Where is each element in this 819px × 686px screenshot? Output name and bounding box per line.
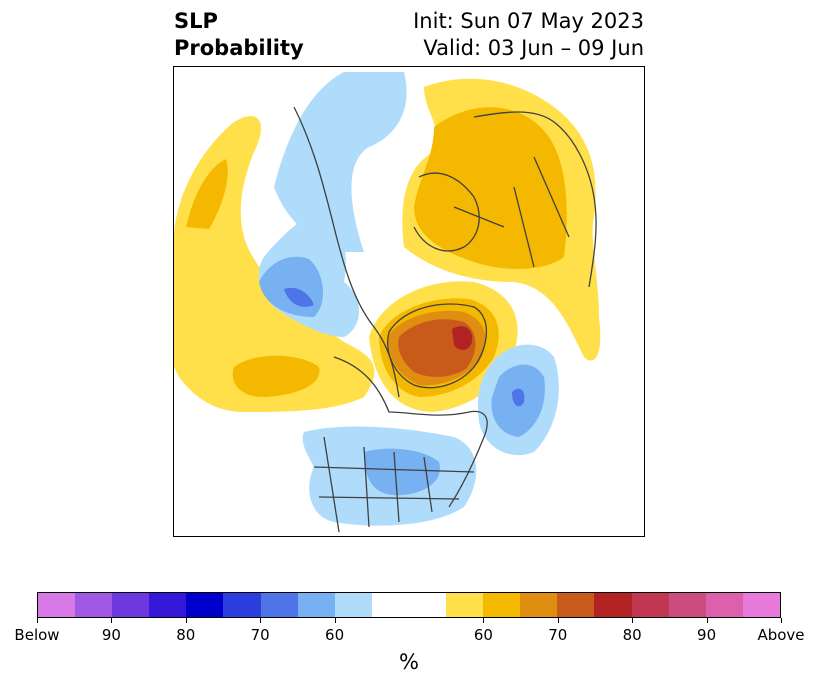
colorbar-segment (260, 593, 298, 617)
colorbar-segment (483, 593, 521, 617)
us-below-core (364, 448, 440, 496)
colorbar-tick-label: 90 (101, 626, 121, 644)
colorbar-tick-mark (632, 618, 634, 623)
colorbar-segment (371, 593, 409, 617)
map-subtitle: Init: Sun 07 May 2023 Valid: 03 Jun – 09… (413, 8, 644, 62)
colorbar-segment (668, 593, 706, 617)
eurasia-above-core (414, 107, 567, 269)
colorbar-tick-mark (185, 618, 187, 623)
colorbar-segment (223, 593, 261, 617)
colorbar-tick-mark (706, 618, 708, 623)
colorbar-segment (705, 593, 743, 617)
colorbar-segment (408, 593, 447, 617)
colorbar-tick-label: Above (757, 626, 805, 644)
colorbar-segment (186, 593, 224, 617)
colorbar-tick-mark (37, 618, 38, 623)
canada-below-region (274, 72, 407, 252)
valid-range: Valid: 03 Jun – 09 Jun (423, 36, 644, 60)
colorbar (37, 592, 781, 618)
colorbar-tick-label: 60 (473, 626, 493, 644)
colorbar-tick-mark (557, 618, 559, 623)
map-title: SLP Probability (174, 8, 304, 62)
colorbar-segment (631, 593, 669, 617)
colorbar-tick-mark (781, 618, 782, 623)
pacific-above-core (186, 159, 228, 229)
colorbar-segment (75, 593, 113, 617)
colorbar-tick-mark (334, 618, 336, 623)
probability-map (173, 66, 645, 537)
colorbar-segment (297, 593, 335, 617)
colorbar-segment (446, 593, 484, 617)
colorbar-tick-label: 80 (622, 626, 642, 644)
atlantic-below-inner (512, 388, 525, 407)
colorbar-segment (38, 593, 76, 617)
colorbar-segment (742, 593, 780, 617)
colorbar-tick-label: Below (14, 626, 60, 644)
colorbar-unit: % (399, 650, 419, 674)
map-graphic (174, 72, 601, 533)
colorbar-segment (334, 593, 372, 617)
coastlines (293, 106, 597, 533)
colorbar-tick-label: 80 (176, 626, 196, 644)
title-line-1: SLP (174, 9, 218, 33)
colorbar-tick-label: 70 (250, 626, 270, 644)
colorbar-tick-mark (260, 618, 262, 623)
westcoast-below-inner (284, 287, 314, 307)
colorbar-segment (149, 593, 187, 617)
colorbar-tick-label: 90 (697, 626, 717, 644)
colorbar-segment (112, 593, 150, 617)
colorbar-tick-mark (111, 618, 113, 623)
colorbar-segment (557, 593, 595, 617)
pacific-south-core (232, 355, 320, 397)
greenland-above-5 (452, 326, 473, 350)
colorbar-segment (594, 593, 632, 617)
colorbar-tick-label: 70 (548, 626, 568, 644)
colorbar-segment (520, 593, 558, 617)
init-date: Init: Sun 07 May 2023 (413, 9, 644, 33)
colorbar-tick-mark (483, 618, 485, 623)
colorbar-tick-label: 60 (325, 626, 345, 644)
title-line-2: Probability (174, 36, 304, 60)
